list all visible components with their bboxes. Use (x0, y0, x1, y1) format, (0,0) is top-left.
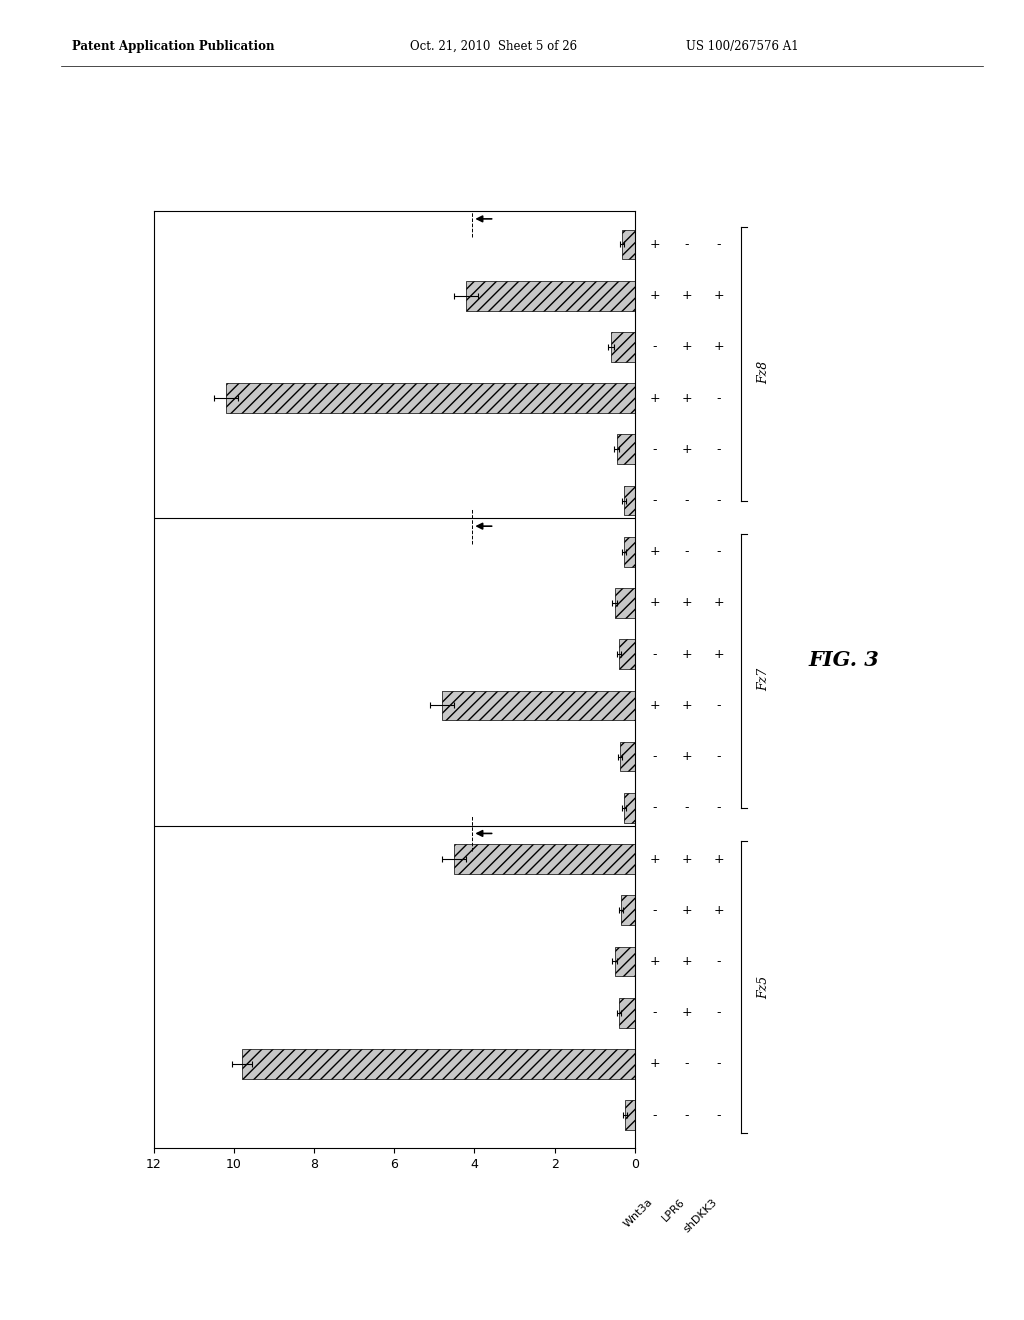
Text: +: + (682, 392, 692, 405)
Text: +: + (649, 545, 660, 558)
Text: +: + (682, 442, 692, 455)
Bar (610, 333, 635, 362)
Text: -: - (685, 238, 689, 251)
Text: Oct. 21, 2010  Sheet 5 of 26: Oct. 21, 2010 Sheet 5 of 26 (410, 40, 577, 53)
Text: -: - (717, 801, 721, 814)
Text: -: - (717, 698, 721, 711)
Text: +: + (649, 392, 660, 405)
Bar (620, 742, 635, 771)
Text: -: - (652, 1109, 657, 1122)
Text: -: - (717, 750, 721, 763)
Text: +: + (682, 648, 692, 661)
Text: -: - (717, 494, 721, 507)
Text: -: - (717, 392, 721, 405)
Bar (618, 998, 635, 1027)
Text: +: + (682, 289, 692, 302)
Text: +: + (682, 853, 692, 866)
Text: LPR6: LPR6 (660, 1197, 687, 1224)
Bar (625, 1101, 635, 1130)
Text: +: + (649, 597, 660, 610)
Text: Fz5: Fz5 (757, 975, 770, 999)
Text: Fz7: Fz7 (757, 668, 770, 692)
Text: -: - (652, 750, 657, 763)
Text: -: - (652, 648, 657, 661)
Text: -: - (652, 442, 657, 455)
Text: +: + (682, 597, 692, 610)
Text: -: - (717, 1006, 721, 1019)
Bar (624, 537, 635, 566)
Text: -: - (717, 1057, 721, 1071)
Text: -: - (652, 1006, 657, 1019)
Text: +: + (682, 341, 692, 354)
Text: -: - (652, 801, 657, 814)
Bar (455, 845, 635, 874)
Text: +: + (714, 597, 724, 610)
Text: +: + (649, 698, 660, 711)
Text: -: - (717, 1109, 721, 1122)
Text: -: - (652, 341, 657, 354)
Text: +: + (649, 238, 660, 251)
Text: +: + (682, 904, 692, 917)
Text: +: + (714, 341, 724, 354)
Text: Wnt3a: Wnt3a (623, 1197, 655, 1230)
Text: -: - (652, 904, 657, 917)
Text: -: - (685, 801, 689, 814)
Text: +: + (714, 904, 724, 917)
Text: FIG. 3: FIG. 3 (809, 649, 880, 671)
Text: -: - (685, 1109, 689, 1122)
Bar (624, 793, 635, 822)
Bar (442, 690, 635, 721)
Text: +: + (649, 853, 660, 866)
Text: -: - (652, 494, 657, 507)
Bar (614, 589, 635, 618)
Bar (614, 946, 635, 977)
Text: -: - (717, 954, 721, 968)
Bar (467, 281, 635, 310)
Text: +: + (714, 648, 724, 661)
Bar (624, 486, 635, 515)
Text: -: - (717, 442, 721, 455)
Text: +: + (714, 853, 724, 866)
Bar (242, 1049, 635, 1078)
Text: +: + (682, 954, 692, 968)
Text: shDKK3: shDKK3 (682, 1197, 719, 1234)
Text: US 100/267576 A1: US 100/267576 A1 (686, 40, 799, 53)
Text: -: - (685, 545, 689, 558)
Text: +: + (649, 954, 660, 968)
Text: Patent Application Publication: Patent Application Publication (72, 40, 274, 53)
Bar (618, 639, 635, 669)
Text: -: - (717, 545, 721, 558)
Text: +: + (714, 289, 724, 302)
Bar (226, 383, 635, 413)
Text: -: - (685, 1057, 689, 1071)
Bar (616, 434, 635, 465)
Text: Fz8: Fz8 (757, 360, 770, 384)
Bar (621, 895, 635, 925)
Text: -: - (685, 494, 689, 507)
Text: +: + (649, 289, 660, 302)
Text: +: + (649, 1057, 660, 1071)
Text: +: + (682, 1006, 692, 1019)
Text: +: + (682, 750, 692, 763)
Text: +: + (682, 698, 692, 711)
Text: -: - (717, 238, 721, 251)
Bar (622, 230, 635, 259)
